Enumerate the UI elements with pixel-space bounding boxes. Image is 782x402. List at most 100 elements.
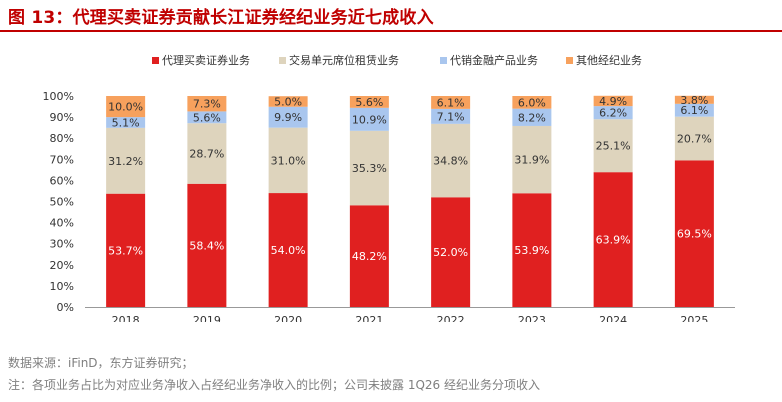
bar-segment [431,96,471,109]
data-label: 7.1% [437,110,465,123]
data-label: 10.0% [108,101,143,114]
x-tick-label: 2024 [599,314,627,322]
bar-segment [593,119,633,173]
data-label: 53.7% [108,244,143,257]
bar-segment [268,193,308,307]
data-label: 35.3% [352,162,387,175]
data-label: 54.0% [271,244,306,257]
legend-label: 交易单元席位租赁业务 [289,53,399,67]
y-tick-label: 20% [50,259,74,272]
y-tick-label: 70% [50,153,74,166]
bar-segment [187,183,227,307]
bar-segment [512,108,552,126]
bar-segment [268,106,308,128]
legend-swatch [566,57,573,64]
data-label: 8.2% [518,111,546,124]
bar-segment [431,197,471,307]
y-tick-label: 10% [50,280,74,293]
data-label: 6.2% [599,107,627,120]
bar-segment [674,103,714,117]
data-label: 3.8% [680,94,708,107]
bar-segment [187,111,227,124]
bar-segment [349,130,389,206]
chart-legend: 代理买卖证券业务 交易单元席位租赁业务 代销金融产品业务 其他经纪业务 [152,53,642,67]
bar-segment [349,107,389,131]
legend-label: 代理买卖证券业务 [162,53,250,67]
data-label: 25.1% [596,140,631,153]
bar-segment [512,125,552,194]
bar-segment [431,123,471,198]
bar-series: 53.7%31.2%5.1%10.0%58.4%28.7%5.6%7.3%54.… [106,94,714,307]
data-label: 6.1% [680,104,708,117]
bar-segment [268,96,308,107]
data-label: 48.2% [352,250,387,263]
bar-segment [106,96,146,118]
data-label: 4.9% [599,95,627,108]
data-label: 7.3% [193,98,221,111]
data-label: 58.4% [189,239,224,252]
chart-title: 图 13：代理买卖证券贡献长江证券经纪业务近七成收入 [8,8,434,28]
data-label: 5.1% [112,116,140,129]
data-label: 6.1% [437,96,465,109]
x-tick-label: 2025 [680,314,708,322]
x-axis: 2018 2019 2020 2021 2022 2023 2024 2025 [85,307,735,322]
x-tick-label: 2019 [193,314,221,322]
legend-label: 其他经纪业务 [576,54,642,67]
data-label: 5.6% [193,111,221,124]
legend-swatch [152,57,159,64]
y-tick-label: 30% [50,238,74,251]
legend-swatch [279,57,286,64]
y-tick-label: 40% [50,217,74,230]
bar-segment [187,96,227,112]
data-label: 52.0% [433,246,468,259]
bar-segment [593,106,633,120]
legend-swatch [440,57,447,64]
bar-segment [106,117,146,128]
legend-label: 代销金融产品业务 [450,53,538,67]
data-label: 9.9% [274,111,302,124]
bar-segment [431,108,471,124]
data-label: 20.7% [677,133,712,146]
bar-segment [674,95,714,104]
data-label: 31.0% [271,154,306,167]
bar-segment [674,160,714,307]
bar-segment [593,95,633,107]
bar-segment [349,205,389,307]
bar-segment [106,127,146,194]
source-note: 数据来源：iFinD，东方证券研究； [8,356,194,370]
title-divider [0,30,782,32]
data-label: 34.8% [433,155,468,168]
y-tick-label: 0% [57,301,74,314]
data-label: 31.2% [108,155,143,168]
bar-segment [187,123,227,184]
data-label: 5.0% [274,95,302,108]
data-label: 31.9% [514,154,549,167]
data-label: 6.0% [518,96,546,109]
data-label: 28.7% [189,147,224,160]
y-tick-label: 50% [50,196,74,209]
footnote: 注：各项业务占比为对应业务净收入占经纪业务净收入的比例；公司未披露 1Q26 经… [8,378,540,392]
y-axis: 0% 10% 20% 30% 40% 50% 60% 70% 80% 90% 100% [43,90,74,314]
bar-segment [268,127,308,194]
data-label: 10.9% [352,113,387,126]
x-tick-label: 2022 [437,314,465,322]
bar-segment [349,96,389,108]
data-label: 69.5% [677,228,712,241]
bar-segment [593,172,633,307]
bar-segment [106,193,146,307]
data-label: 63.9% [596,234,631,247]
bar-segment [674,116,714,161]
stacked-bar-chart: 代理买卖证券业务 交易单元席位租赁业务 代销金融产品业务 其他经纪业务 0% 10% 20… [43,53,735,322]
bar-segment [512,193,552,307]
x-tick-label: 2023 [518,314,546,322]
y-tick-label: 90% [50,111,74,124]
y-tick-label: 100% [43,90,74,103]
bar-segment [512,96,552,109]
data-label: 53.9% [514,244,549,257]
x-tick-label: 2020 [274,314,302,322]
y-tick-label: 80% [50,132,74,145]
y-tick-label: 60% [50,174,74,187]
x-tick-label: 2021 [355,314,383,322]
data-label: 5.6% [355,96,383,109]
x-tick-label: 2018 [112,314,140,322]
